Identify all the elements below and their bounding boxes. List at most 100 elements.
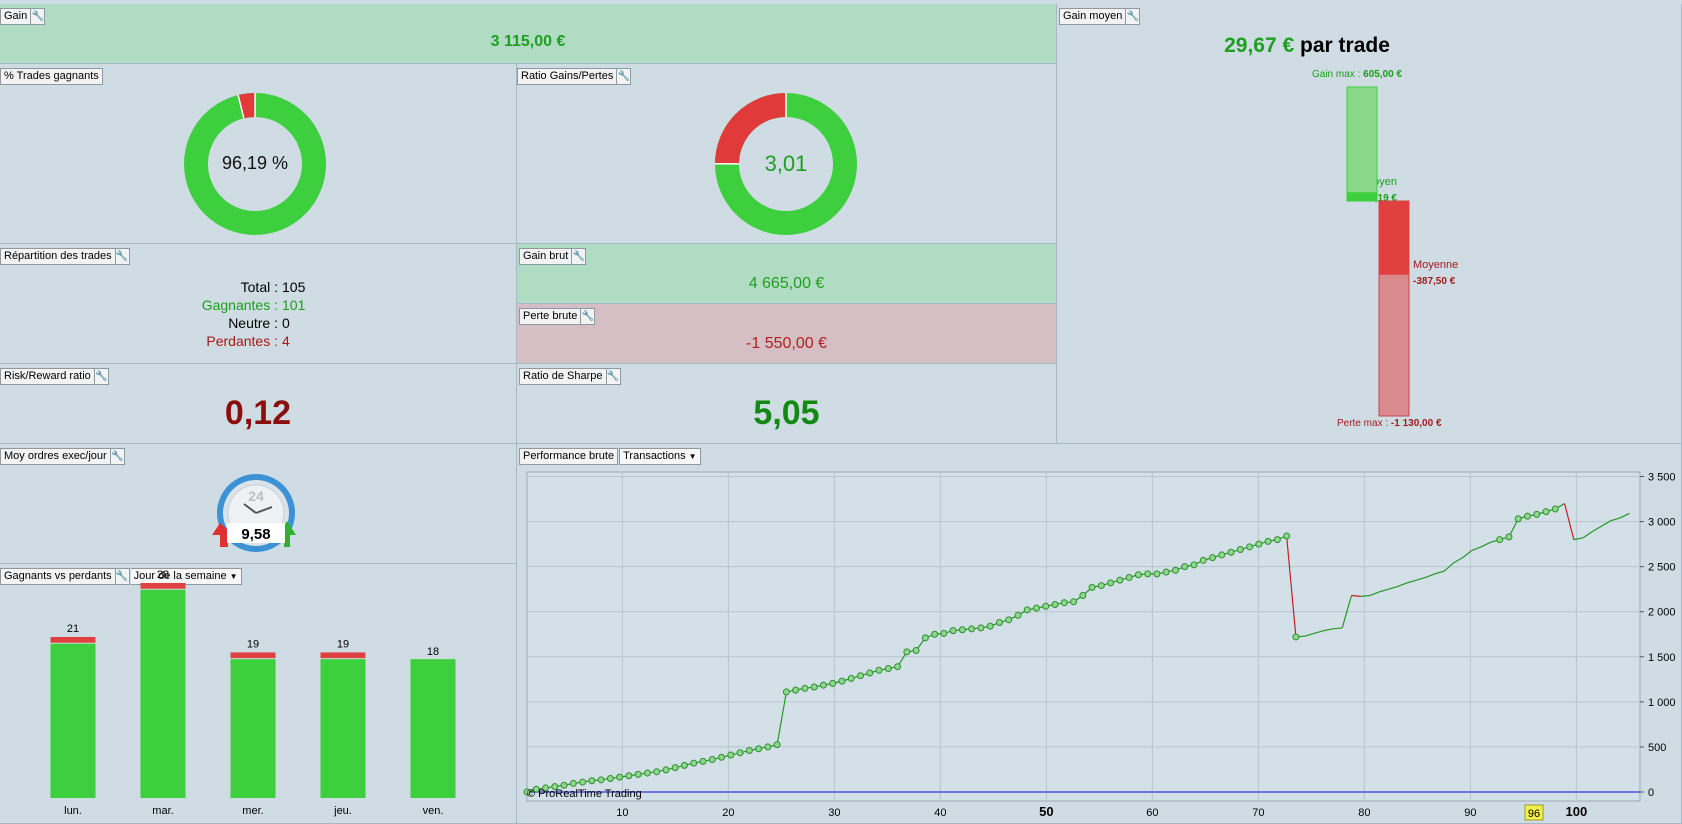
perte-max-caption: Perte max : -1 130,00 € [1337,418,1537,429]
trade-point [551,783,559,791]
day-label: lun. [64,805,82,817]
y-tick-label: 3 500 [1648,472,1676,484]
equity-segment [1601,520,1612,527]
wrench-icon[interactable]: 🔧 [110,448,125,465]
trade-point [653,768,661,776]
equity-segment [1462,549,1473,559]
equity-segment [1304,632,1315,637]
gain-max-caption: Gain max : 605,00 € [1312,69,1512,80]
trade-point [1107,579,1115,587]
trade-point [662,766,670,774]
trade-point [1070,598,1078,606]
sharpe-value: 5,05 [753,394,820,432]
trade-point [625,772,633,780]
trade-point [1533,510,1541,518]
y-tick-label: 2 000 [1648,607,1676,619]
gvp-dropdown-value: Jour de la semaine [133,570,227,582]
pct-trades-label: % Trades gagnants [0,68,103,85]
trade-point [847,674,855,682]
equity-segment [1471,546,1482,551]
trade-point [1153,570,1161,578]
moy-ordres-panel: Moy ordres exec/jour 🔧 24 9,58 [0,444,517,564]
equity-segment [1397,582,1408,588]
trade-point [1162,568,1170,576]
clock-24-label: 24 [248,488,264,504]
sharpe-tag[interactable]: Ratio de Sharpe 🔧 [519,368,621,385]
trade-point [690,759,698,767]
perf-tag[interactable]: Performance brute Transactions ▼ [519,448,701,465]
clock-icon: 24 9,58 [212,474,296,552]
trade-point [1246,543,1254,551]
trade-point [1199,556,1207,564]
gain-moyen-tag[interactable]: Gain moyen 🔧 [1059,8,1141,25]
trade-point [810,683,818,691]
gain-tag[interactable]: Gain 🔧 [0,8,46,25]
wrench-icon[interactable]: 🔧 [606,368,621,385]
wrench-icon[interactable]: 🔧 [581,308,596,325]
trade-point [1523,512,1531,520]
bar-total-label: 19 [337,638,349,650]
gain-max-value: 605,00 € [1363,69,1403,80]
bar-total-label: 19 [247,638,259,650]
trade-point [1134,571,1142,579]
trade-point [634,770,642,778]
equity-segment [1323,628,1334,632]
wrench-icon[interactable]: 🔧 [115,568,130,585]
equity-segment [1480,541,1491,548]
perte-brute-tag[interactable]: Perte brute 🔧 [519,308,596,325]
losers-bar [50,637,96,643]
perte-max-label: Perte max : [1337,418,1389,429]
y-tick-label: 0 [1648,787,1654,799]
chevron-down-icon: ▼ [229,572,238,581]
perf-dropdown[interactable]: Transactions ▼ [619,448,701,465]
repartition-row-label: Total : [240,279,278,295]
moy-ordres-tag[interactable]: Moy ordres exec/jour 🔧 [0,448,125,465]
donut-chart [184,93,326,235]
x-tick-label: 10 [616,807,628,819]
moy-ordres-label: Moy ordres exec/jour [0,448,111,465]
trade-point [532,785,540,793]
wrench-icon[interactable]: 🔧 [115,248,130,265]
risk-reward-tag[interactable]: Risk/Reward ratio 🔧 [0,368,109,385]
trade-point [542,784,550,792]
repartition-row-value: 4 [282,333,290,349]
pct-trades-tag[interactable]: % Trades gagnants [0,68,103,85]
perf-copyright: © ProRealTime Trading [527,788,642,800]
x-tick-label: 20 [722,807,734,819]
trade-point [755,745,763,753]
gain-moyen-panel: Gain moyen 🔧 29,67 € par trade Gain max … [1057,4,1682,444]
wrench-icon[interactable]: 🔧 [31,8,46,25]
wrench-icon[interactable]: 🔧 [572,248,587,265]
trade-point [856,672,864,680]
trade-point [643,769,651,777]
repartition-tag[interactable]: Répartition des trades 🔧 [0,248,130,265]
loss-avg-bar [1379,201,1409,275]
ratio-tag[interactable]: Ratio Gains/Pertes 🔧 [517,68,632,85]
wrench-icon[interactable]: 🔧 [94,368,109,385]
trade-point [1218,551,1226,559]
equity-segment [1573,537,1584,541]
gain-brut-tag[interactable]: Gain brut 🔧 [519,248,587,265]
trade-point [718,753,726,761]
donut-chart [714,93,857,235]
gvp-tag[interactable]: Gagnants vs perdants 🔧 Jour de la semain… [0,568,242,585]
trade-point [1264,537,1272,545]
repartition-row-label: Neutre : [228,315,278,331]
repartition-row-value: 101 [282,297,306,313]
wrench-icon[interactable]: 🔧 [1126,8,1141,25]
sharpe-label: Ratio de Sharpe [519,368,607,385]
trade-point [792,686,800,694]
gain-value: 3 115,00 € [490,33,566,50]
trade-point [1005,616,1013,624]
perte-brute-panel: Perte brute 🔧 -1 550,00 € [517,304,1057,364]
wrench-icon[interactable]: 🔧 [617,68,632,85]
winners-bar [230,659,276,798]
trade-point [1292,633,1300,641]
losers-bar [230,652,276,659]
trade-point [1496,536,1504,544]
trade-point [995,619,1003,627]
gvp-dropdown[interactable]: Jour de la semaine ▼ [130,568,242,585]
repartition-row: Perdantes :4 [0,332,517,350]
trade-point [1116,576,1124,584]
trade-point [579,778,587,786]
